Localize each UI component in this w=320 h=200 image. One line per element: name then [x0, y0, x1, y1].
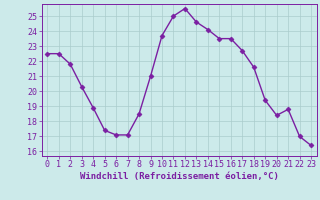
X-axis label: Windchill (Refroidissement éolien,°C): Windchill (Refroidissement éolien,°C) — [80, 172, 279, 181]
